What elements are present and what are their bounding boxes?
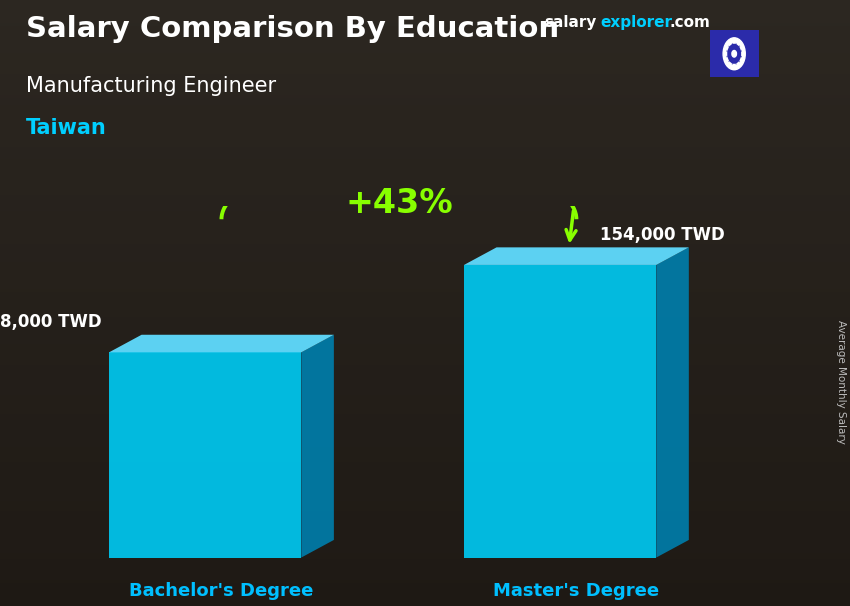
Bar <box>464 265 656 558</box>
Text: Bachelor's Degree: Bachelor's Degree <box>129 582 314 600</box>
Polygon shape <box>728 40 733 47</box>
Polygon shape <box>740 46 744 51</box>
Polygon shape <box>741 51 745 56</box>
Polygon shape <box>464 247 688 265</box>
Polygon shape <box>302 335 334 558</box>
Polygon shape <box>724 56 729 62</box>
Text: Salary Comparison By Education: Salary Comparison By Education <box>26 15 558 43</box>
Circle shape <box>727 44 741 64</box>
Polygon shape <box>724 46 729 51</box>
Circle shape <box>723 38 745 70</box>
Text: Master's Degree: Master's Degree <box>493 582 660 600</box>
Polygon shape <box>656 247 689 558</box>
Polygon shape <box>733 38 736 44</box>
Text: 154,000 TWD: 154,000 TWD <box>600 226 725 244</box>
Text: .com: .com <box>670 15 711 30</box>
Polygon shape <box>728 61 733 68</box>
Text: salary: salary <box>544 15 597 30</box>
Polygon shape <box>723 51 728 56</box>
Circle shape <box>732 50 736 57</box>
Text: Taiwan: Taiwan <box>26 118 106 138</box>
Polygon shape <box>733 64 736 70</box>
Text: Manufacturing Engineer: Manufacturing Engineer <box>26 76 275 96</box>
Polygon shape <box>740 56 744 62</box>
Bar <box>710 30 758 77</box>
Bar <box>109 352 301 558</box>
Polygon shape <box>109 335 334 352</box>
Text: explorer: explorer <box>600 15 672 30</box>
Text: 108,000 TWD: 108,000 TWD <box>0 313 102 331</box>
Text: Average Monthly Salary: Average Monthly Salary <box>836 320 846 444</box>
Polygon shape <box>736 40 740 47</box>
Text: +43%: +43% <box>345 187 453 220</box>
Polygon shape <box>736 61 740 68</box>
